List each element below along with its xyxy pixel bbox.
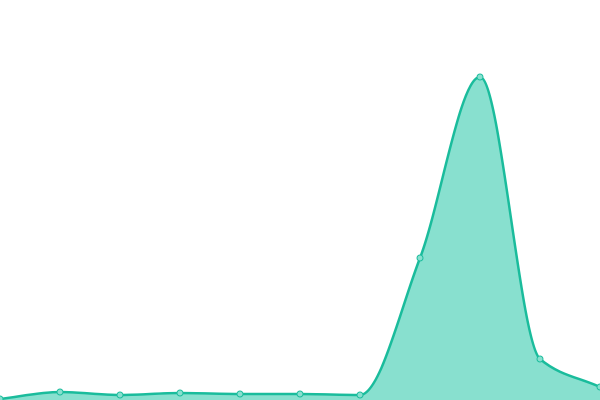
point-marker (596, 383, 600, 391)
point-marker (236, 390, 244, 398)
point-marker (116, 391, 124, 399)
point-marker (0, 395, 4, 400)
point-marker (356, 391, 364, 399)
point-marker (176, 389, 184, 397)
point-marker (536, 355, 544, 363)
point-marker (56, 388, 64, 396)
point-marker (416, 254, 424, 262)
point-marker (476, 73, 484, 81)
area-fill (0, 77, 600, 400)
point-marker (296, 390, 304, 398)
